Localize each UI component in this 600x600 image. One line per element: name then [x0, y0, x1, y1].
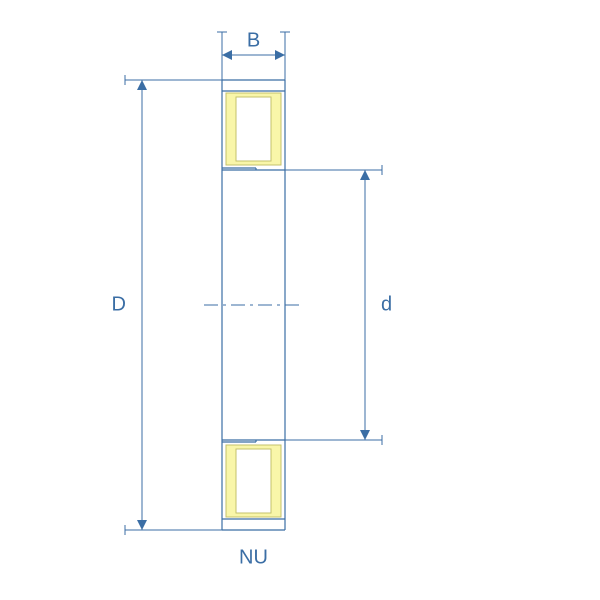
label-d: d	[381, 293, 392, 315]
label-type: NU	[239, 546, 268, 568]
label-D: D	[112, 293, 126, 315]
bearing-diagram: B Dd NU	[0, 0, 600, 600]
label-B: B	[247, 29, 260, 51]
